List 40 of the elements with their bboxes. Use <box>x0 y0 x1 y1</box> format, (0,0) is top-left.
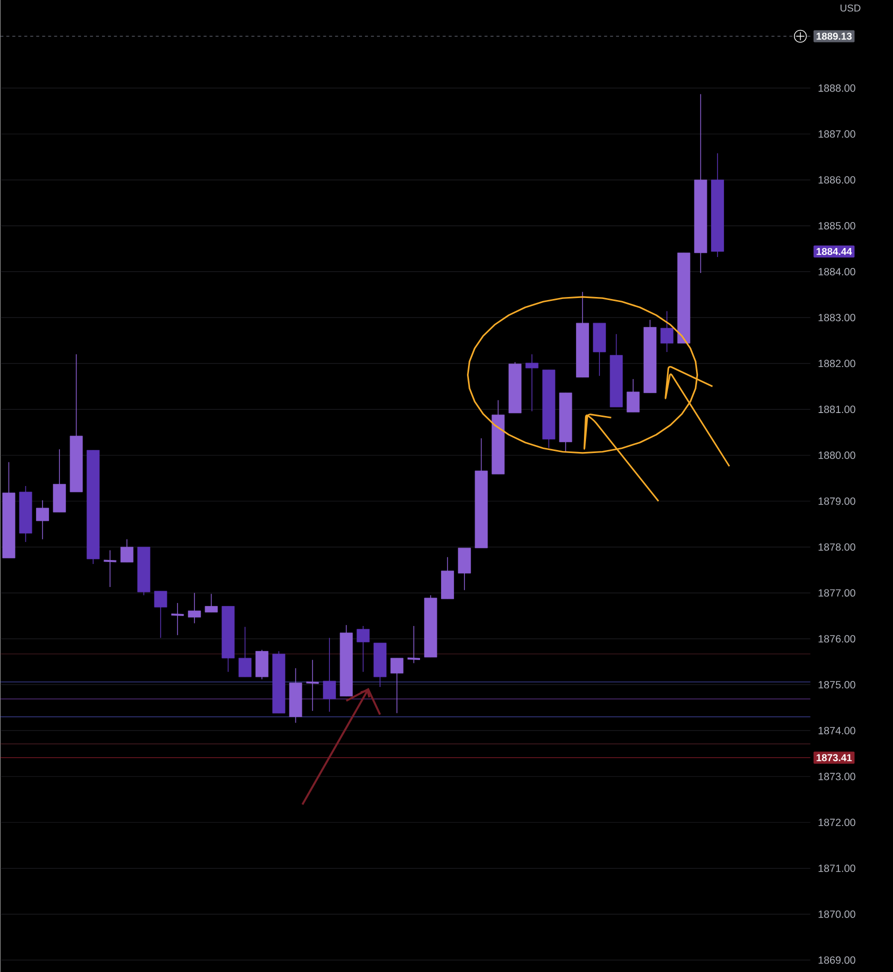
y-tick-label: 1869.00 <box>818 956 856 964</box>
candlestick <box>406 626 421 664</box>
y-tick-label: 1870.00 <box>818 910 856 918</box>
candlestick <box>322 637 336 712</box>
y-tick-label: 1883.00 <box>818 314 856 322</box>
y-tick-label: 1871.00 <box>818 864 856 872</box>
y-tick-label: 1881.00 <box>818 406 856 414</box>
candlestick <box>102 550 118 588</box>
text: 1884.44 <box>816 248 852 256</box>
y-tick-label: 1887.00 <box>818 130 856 138</box>
y-tick-label: 1886.00 <box>818 176 856 184</box>
y-tick-label: 1876.00 <box>818 635 856 643</box>
y-tick-label: 1879.00 <box>818 497 856 505</box>
y-tick-label: 1875.00 <box>818 681 856 688</box>
y-tick-label: 1873.00 <box>818 772 856 780</box>
y-tick-label: 1888.00 <box>818 84 856 92</box>
candlestick <box>238 626 252 678</box>
y-tick-label: 1878.00 <box>818 543 856 551</box>
y-tick-label: 1877.00 <box>818 589 856 597</box>
candlestick <box>36 500 49 540</box>
candlestick <box>154 590 167 638</box>
candlestick <box>525 354 538 412</box>
candlestick <box>626 378 640 413</box>
candlestick <box>390 658 404 714</box>
ref-line-label: 1889.13 <box>816 32 852 40</box>
y-tick-label: 1884.00 <box>818 268 856 276</box>
y-tick-label: 1872.00 <box>818 818 856 826</box>
candlestick <box>356 626 370 672</box>
y-tick-label: 1882.00 <box>818 360 856 368</box>
y-tick-label: 1880.00 <box>818 452 856 459</box>
ref-line-label: 1873.41 <box>816 754 852 762</box>
y-axis-title: USD <box>840 4 860 12</box>
candlestick <box>660 310 674 352</box>
y-tick-label: 1874.00 <box>818 726 856 734</box>
y-tick-label: 1885.00 <box>818 222 856 230</box>
candlestick <box>120 538 134 563</box>
candlestick <box>305 660 320 712</box>
candlestick <box>204 593 218 613</box>
candlestick <box>170 602 185 636</box>
candlestick <box>188 592 201 624</box>
